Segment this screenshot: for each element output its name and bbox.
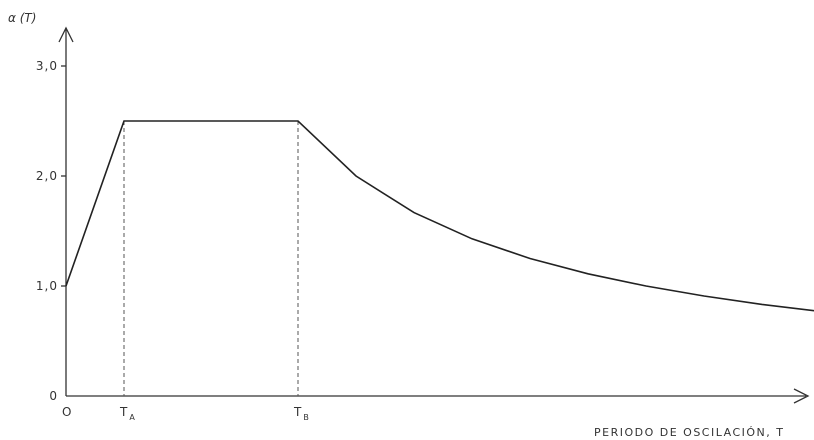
x-tick-label: TB	[293, 405, 310, 422]
vertical-guides	[123, 121, 299, 396]
y-axis-label: α (T)	[8, 11, 36, 25]
x-tick-label: TA	[119, 405, 136, 422]
spectrum-curve	[65, 120, 814, 312]
y-tick-label: 3,0	[36, 59, 58, 73]
x-tick-subscript: A	[129, 413, 135, 422]
x-tick-group: O TA TB	[62, 405, 310, 422]
y-tick-label: 2,0	[36, 169, 58, 183]
x-tick-label: O	[62, 405, 72, 419]
y-tick-group: 0 1,0 2,0 3,0	[36, 59, 66, 403]
series-group	[65, 120, 814, 312]
y-tick-label: 0	[49, 389, 58, 403]
y-axis-arrow	[58, 26, 74, 43]
x-tick-subscript: B	[303, 413, 310, 422]
x-axis-label: PERIODO DE OSCILACIÓN, T	[594, 426, 784, 439]
x-axis-arrow	[793, 388, 810, 404]
y-tick-label: 1,0	[36, 279, 58, 293]
